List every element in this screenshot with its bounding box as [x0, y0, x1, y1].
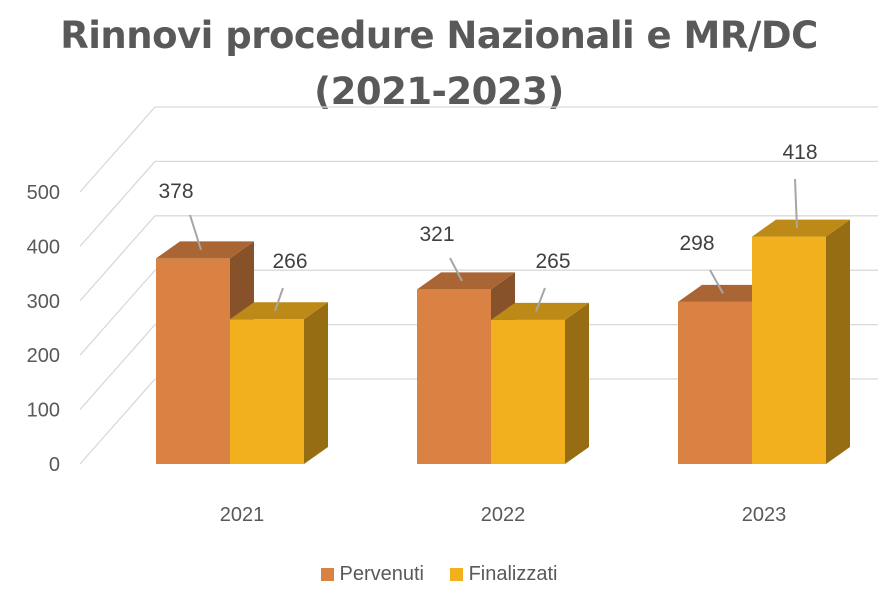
bar-side-finalizzati-2021 [304, 302, 328, 464]
y-tick-label: 300 [27, 291, 60, 313]
bar-finalizzati-2023 [752, 236, 826, 464]
bar-finalizzati-2022 [491, 319, 565, 464]
bar-pervenuti-2023 [678, 301, 752, 464]
x-tick-label: 2023 [742, 504, 787, 526]
y-tick-label: 500 [27, 182, 60, 204]
legend-label-pervenuti: Pervenuti [339, 563, 425, 585]
legend-item-finalizzati: Finalizzati [449, 563, 558, 586]
gridline-diagonal [79, 324, 156, 411]
gridline-diagonal [79, 160, 156, 247]
legend-label-finalizzati: Finalizzati [468, 563, 558, 585]
bar-pervenuti-2021 [156, 258, 230, 464]
gridline-diagonal [79, 378, 156, 465]
bar-top-pervenuti-2021 [156, 241, 254, 259]
data-label-leader [189, 214, 202, 251]
bar-finalizzati-2021 [230, 319, 304, 464]
x-tick-label: 2022 [481, 504, 526, 526]
data-label-finalizzati-2023: 418 [782, 141, 817, 164]
legend: Pervenuti Finalizzati [0, 563, 878, 587]
chart-title: Rinnovi procedure Nazionali e MR/DC (202… [0, 8, 878, 120]
data-label-finalizzati-2021: 266 [272, 250, 307, 273]
data-label-pervenuti-2022: 321 [419, 223, 454, 246]
data-label-finalizzati-2022: 265 [535, 250, 570, 273]
gridline-diagonal [79, 269, 156, 356]
bar-top-pervenuti-2023 [678, 284, 776, 302]
gridline-diagonal [79, 215, 156, 302]
data-label-leader [709, 269, 724, 294]
bar-side-finalizzati-2022 [565, 302, 589, 464]
legend-swatch-finalizzati [449, 568, 463, 581]
y-tick-label: 200 [27, 345, 60, 367]
y-tick-label: 400 [27, 236, 60, 258]
y-tick-label: 100 [27, 400, 60, 422]
data-label-leader [794, 178, 798, 229]
data-label-pervenuti-2023: 298 [679, 232, 714, 255]
y-tick-label: 0 [49, 454, 60, 476]
data-label-leader [449, 257, 463, 282]
chart-title-line-1: Rinnovi procedure Nazionali e MR/DC [60, 14, 818, 57]
data-label-pervenuti-2021: 378 [158, 180, 193, 203]
x-tick-label: 2021 [220, 504, 265, 526]
bar-top-finalizzati-2021 [230, 302, 328, 320]
bar-top-finalizzati-2022 [491, 302, 589, 320]
bar-pervenuti-2022 [417, 289, 491, 464]
gridline-diagonal [79, 106, 156, 193]
data-label-leader [274, 287, 284, 312]
bar-side-finalizzati-2023 [826, 219, 850, 464]
bar-top-finalizzati-2023 [752, 219, 850, 237]
chart-title-line-2: (2021-2023) [314, 70, 564, 113]
legend-swatch-pervenuti [320, 568, 334, 581]
data-label-leader [535, 287, 546, 312]
legend-item-pervenuti: Pervenuti [320, 563, 425, 586]
bar-top-pervenuti-2022 [417, 272, 515, 290]
